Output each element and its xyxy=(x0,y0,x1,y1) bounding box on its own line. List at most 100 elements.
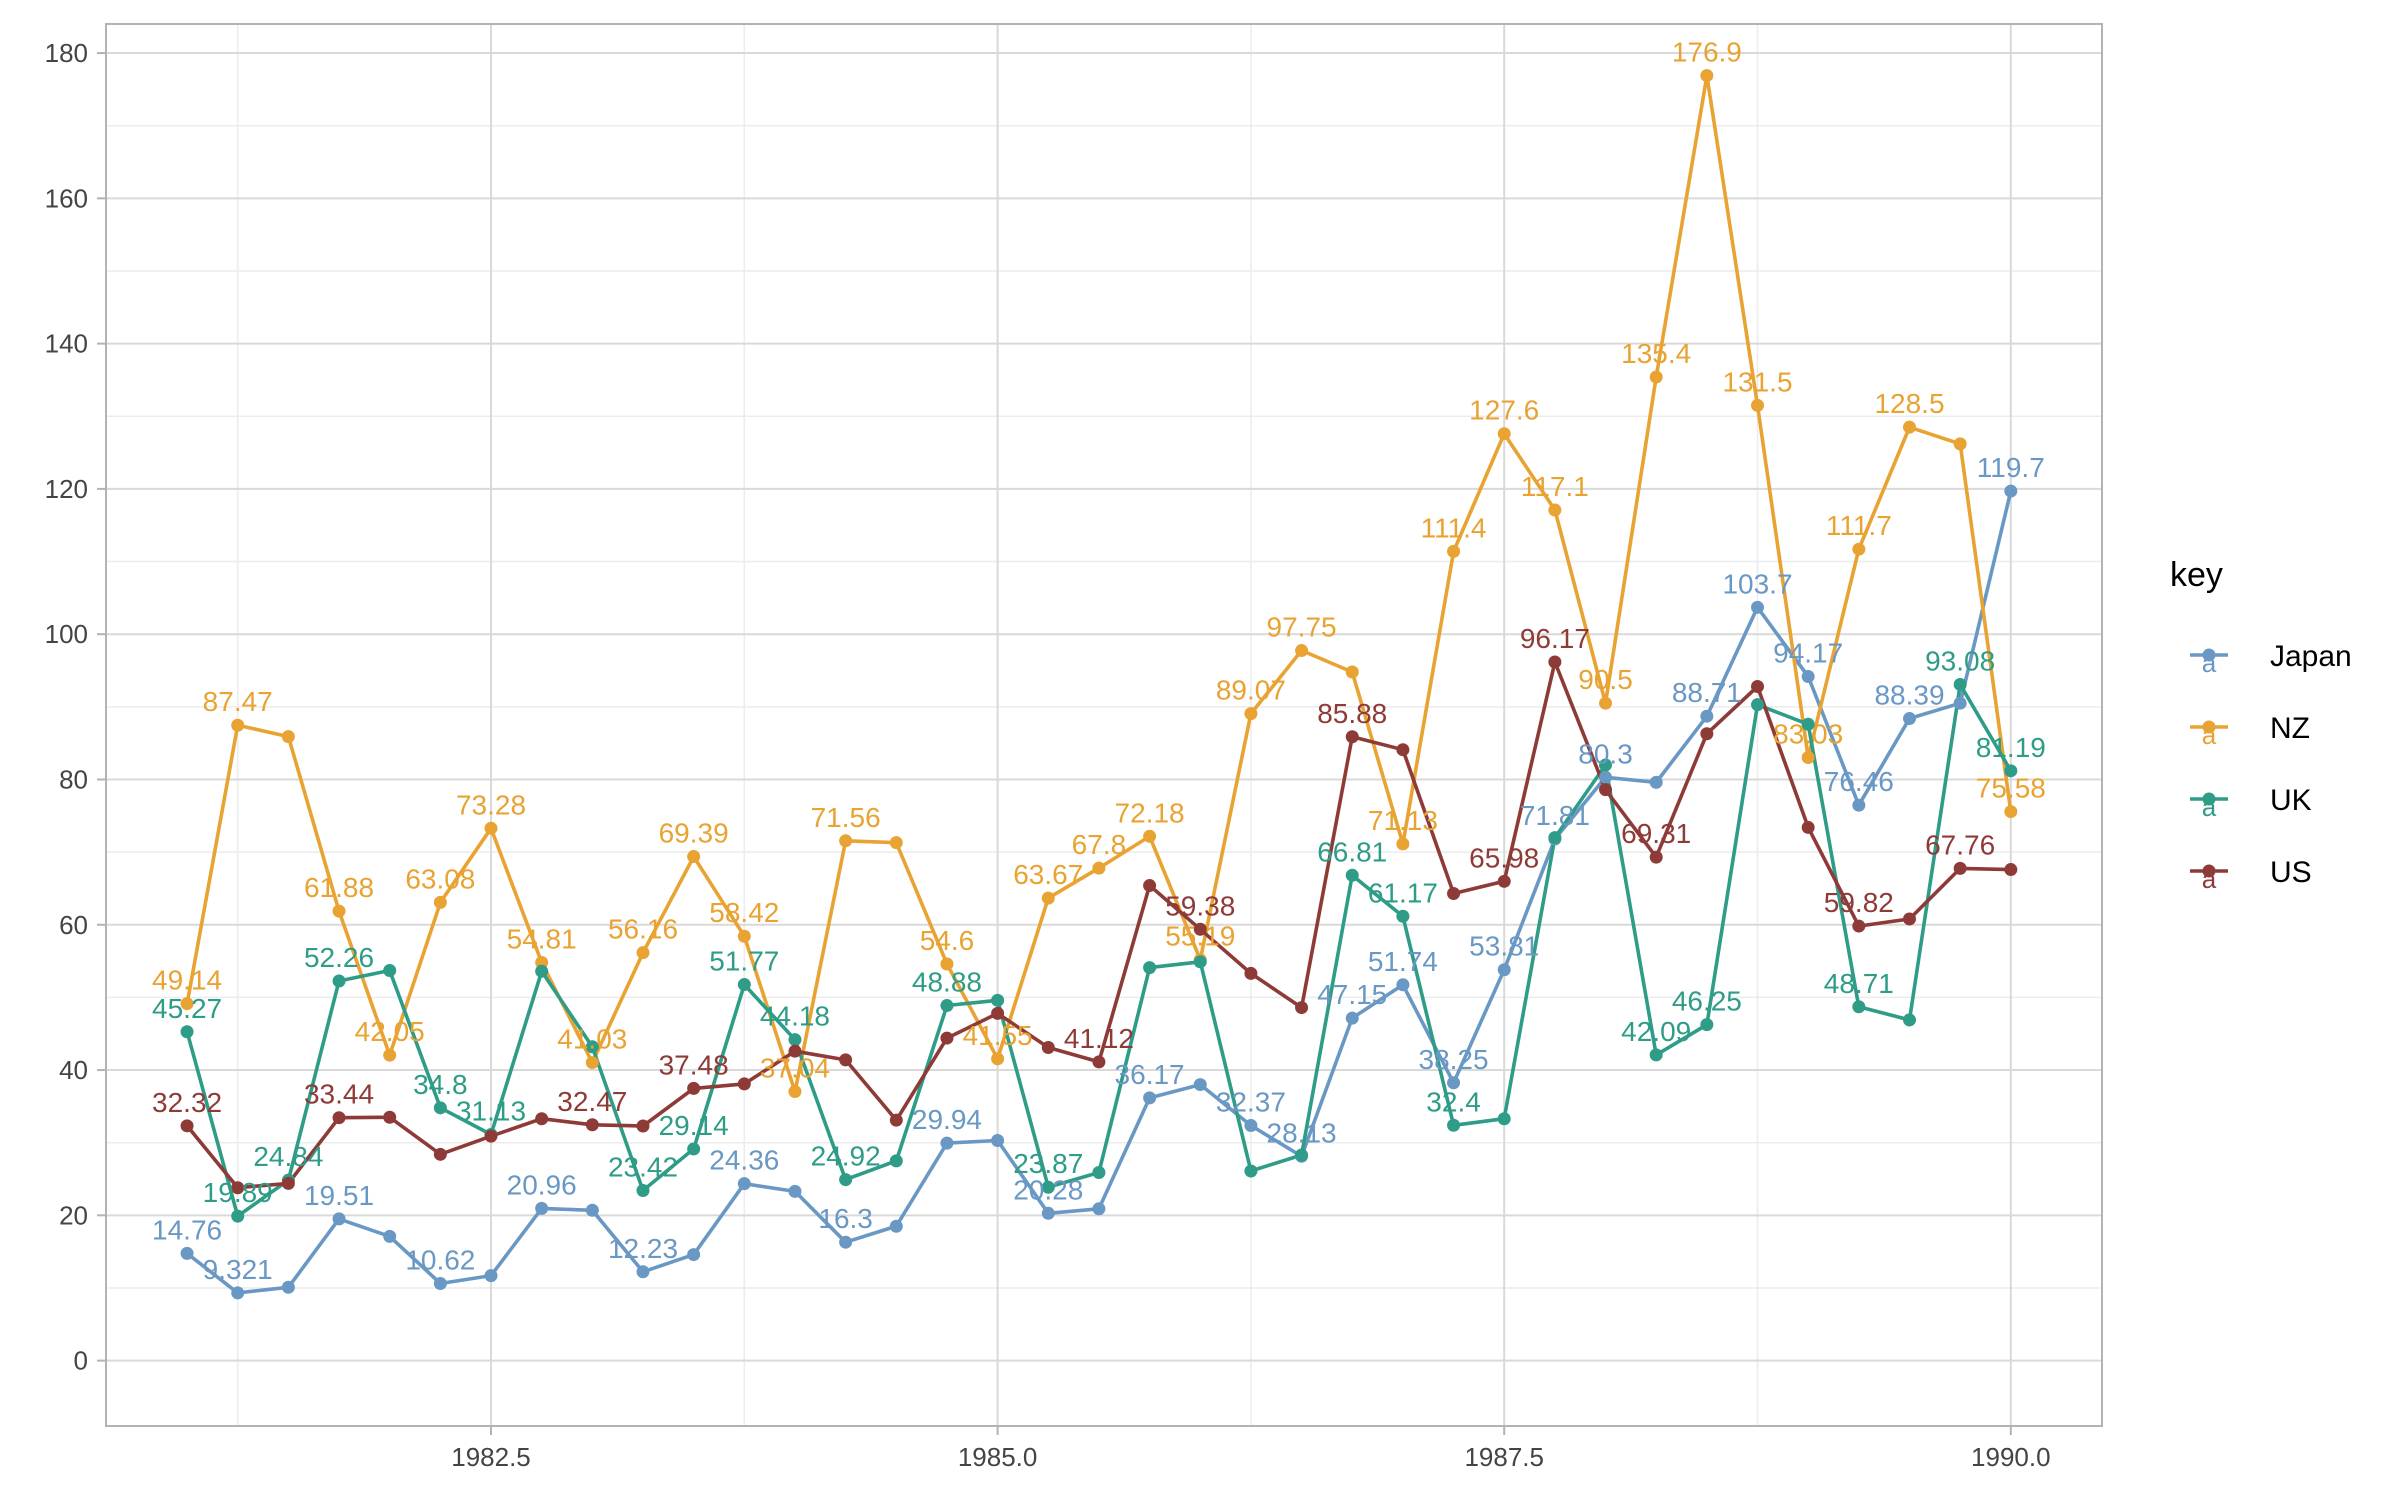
data-point-uk xyxy=(585,1040,599,1054)
data-point-japan xyxy=(1852,798,1866,812)
data-point-us xyxy=(535,1112,549,1126)
data-label-uk: 32.4 xyxy=(1426,1086,1481,1117)
data-point-japan xyxy=(991,1134,1005,1148)
data-point-uk xyxy=(1599,758,1613,772)
data-label-nz: 41.03 xyxy=(557,1024,627,1055)
x-tick-label: 1987.5 xyxy=(1464,1442,1544,1472)
legend-title: key xyxy=(2170,556,2223,594)
data-point-us xyxy=(991,1006,1005,1020)
data-label-uk: 44.18 xyxy=(760,1001,830,1032)
legend-key-glyph-us: a xyxy=(2202,864,2217,894)
data-point-uk xyxy=(1143,961,1157,975)
data-point-us xyxy=(1902,912,1916,926)
data-point-uk xyxy=(1852,1000,1866,1014)
data-label-japan: 20.28 xyxy=(1013,1174,1083,1205)
data-point-uk xyxy=(636,1183,650,1197)
data-label-uk: 46.25 xyxy=(1672,986,1742,1017)
data-label-japan: 51.74 xyxy=(1368,946,1438,977)
data-point-uk xyxy=(1447,1118,1461,1132)
data-label-nz: 89.07 xyxy=(1216,675,1286,706)
legend-label-uk: UK xyxy=(2270,784,2312,817)
data-point-us xyxy=(940,1031,954,1045)
data-point-us xyxy=(687,1081,701,1095)
data-label-uk: 45.27 xyxy=(152,993,222,1024)
data-label-japan: 94.17 xyxy=(1773,638,1843,669)
data-point-us xyxy=(1295,1001,1309,1015)
data-point-japan xyxy=(180,1246,194,1260)
data-label-nz: 75.58 xyxy=(1976,773,2046,804)
grid-major xyxy=(106,24,2102,1426)
legend-label-us: US xyxy=(2270,856,2312,889)
data-point-nz xyxy=(1447,544,1461,558)
data-point-japan xyxy=(940,1136,954,1150)
data-label-nz: 37.04 xyxy=(760,1053,830,1084)
data-label-japan: 32.37 xyxy=(1216,1086,1286,1117)
data-label-japan: 19.51 xyxy=(304,1180,374,1211)
data-label-nz: 131.5 xyxy=(1722,366,1792,397)
data-point-japan xyxy=(1953,696,1967,710)
data-point-nz xyxy=(687,850,701,864)
y-tick-label: 80 xyxy=(59,764,88,794)
data-label-nz: 90.5 xyxy=(1578,664,1633,695)
data-point-nz xyxy=(332,904,346,918)
data-label-nz: 71.56 xyxy=(811,802,881,833)
data-point-uk xyxy=(1700,1018,1714,1032)
data-label-us: 41.12 xyxy=(1064,1023,1134,1054)
data-point-uk xyxy=(839,1173,853,1187)
data-point-us xyxy=(636,1119,650,1133)
data-point-japan xyxy=(585,1203,599,1217)
data-point-us xyxy=(332,1111,346,1125)
data-label-nz: 54.81 xyxy=(507,923,577,954)
data-point-japan xyxy=(1143,1091,1157,1105)
data-label-japan: 12.23 xyxy=(608,1233,678,1264)
x-tick-label: 1982.5 xyxy=(451,1442,531,1472)
data-label-us: 65.98 xyxy=(1469,842,1539,873)
data-point-nz xyxy=(991,1052,1005,1066)
legend-point-uk xyxy=(2202,792,2216,806)
data-label-nz: 135.4 xyxy=(1621,338,1691,369)
data-point-japan xyxy=(1801,670,1815,684)
data-label-uk: 81.19 xyxy=(1976,732,2046,763)
data-point-us xyxy=(585,1118,599,1132)
legend-label-nz: NZ xyxy=(2270,712,2310,745)
data-label-uk: 24.92 xyxy=(811,1141,881,1172)
legend-item-nz: a NZ xyxy=(2190,712,2310,750)
data-point-us xyxy=(1092,1055,1106,1069)
data-point-nz xyxy=(1295,644,1309,658)
data-point-nz xyxy=(1801,750,1815,764)
data-point-us xyxy=(1345,730,1359,744)
data-point-uk xyxy=(940,999,954,1013)
data-point-nz xyxy=(1599,696,1613,710)
data-point-nz xyxy=(1548,503,1562,517)
data-point-japan xyxy=(1345,1011,1359,1025)
data-label-uk: 48.88 xyxy=(912,967,982,998)
data-point-us xyxy=(737,1077,751,1091)
data-label-japan: 103.7 xyxy=(1722,568,1792,599)
data-label-us: 37.48 xyxy=(659,1049,729,1080)
x-tick-labels: 1982.5 1985.0 1987.5 1990.0 xyxy=(451,1442,2050,1472)
data-label-nz: 111.7 xyxy=(1826,510,1892,541)
data-label-uk: 61.17 xyxy=(1368,877,1438,908)
data-label-uk: 51.77 xyxy=(709,946,779,977)
data-point-uk xyxy=(433,1101,447,1115)
legend-point-nz xyxy=(2202,720,2216,734)
data-point-nz xyxy=(1497,427,1511,441)
data-point-us xyxy=(1953,861,1967,875)
legend-key-glyph-nz: a xyxy=(2202,720,2217,750)
data-label-us: 32.32 xyxy=(152,1087,222,1118)
data-label-nz: 61.88 xyxy=(304,872,374,903)
data-point-uk xyxy=(1953,677,1967,691)
data-label-nz: 111.4 xyxy=(1421,512,1487,543)
data-label-japan: 88.39 xyxy=(1874,680,1944,711)
data-point-nz xyxy=(1092,861,1106,875)
data-point-uk xyxy=(231,1209,245,1223)
data-label-nz: 72.18 xyxy=(1115,797,1185,828)
data-point-japan xyxy=(889,1219,903,1233)
data-point-uk xyxy=(737,978,751,992)
data-point-us xyxy=(839,1053,853,1067)
data-point-japan xyxy=(1700,709,1714,723)
data-point-nz xyxy=(1751,398,1765,412)
data-point-japan xyxy=(1041,1206,1055,1220)
data-point-japan xyxy=(433,1276,447,1290)
data-point-japan xyxy=(1649,775,1663,789)
